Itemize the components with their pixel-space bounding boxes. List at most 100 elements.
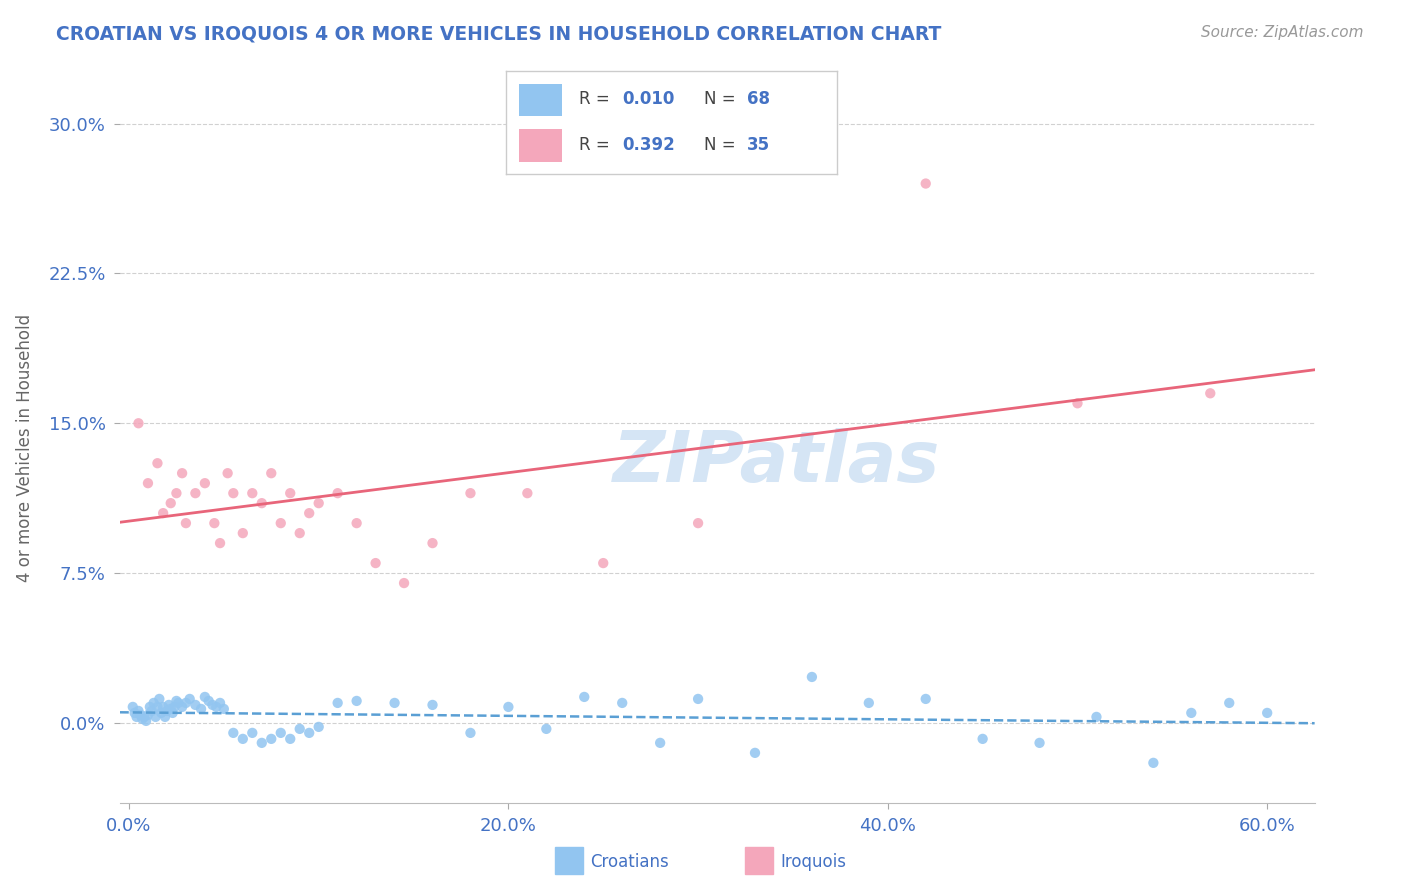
Point: [460, 726, 482, 740]
Text: 35: 35: [748, 136, 770, 154]
Point: [209, 536, 232, 550]
Point: [136, 476, 159, 491]
Point: [688, 692, 710, 706]
Point: [202, 516, 225, 530]
Point: [800, 670, 823, 684]
Point: [270, 726, 292, 740]
Point: [498, 700, 520, 714]
Point: [146, 700, 169, 714]
Point: [260, 731, 283, 746]
Point: [152, 506, 174, 520]
Text: 0.010: 0.010: [621, 90, 675, 108]
Point: [612, 696, 634, 710]
Point: [240, 486, 263, 500]
Text: ZIPatlas: ZIPatlas: [613, 428, 941, 497]
FancyBboxPatch shape: [519, 128, 562, 161]
Point: [1218, 696, 1240, 710]
Point: [250, 496, 273, 510]
Point: [288, 722, 311, 736]
Point: [308, 720, 330, 734]
Point: [157, 698, 180, 712]
Point: [858, 696, 880, 710]
Point: [1199, 386, 1222, 401]
Point: [201, 698, 224, 712]
Point: [124, 706, 146, 720]
Point: [574, 690, 596, 704]
Text: Iroquois: Iroquois: [780, 853, 846, 871]
Point: [1142, 756, 1164, 770]
Point: [1085, 710, 1108, 724]
Point: [153, 710, 176, 724]
Point: [278, 731, 301, 746]
Text: R =: R =: [579, 90, 614, 108]
Point: [460, 486, 482, 500]
Point: [298, 506, 321, 520]
Point: [163, 700, 186, 714]
Point: [1066, 396, 1088, 410]
Point: [744, 746, 766, 760]
Text: R =: R =: [579, 136, 614, 154]
Point: [184, 486, 207, 500]
Point: [250, 736, 273, 750]
Text: 0.392: 0.392: [621, 136, 675, 154]
Point: [205, 700, 228, 714]
Point: [135, 714, 157, 728]
Point: [165, 694, 187, 708]
Text: N =: N =: [704, 90, 741, 108]
Point: [174, 516, 197, 530]
Point: [278, 486, 301, 500]
Point: [972, 731, 994, 746]
Point: [179, 692, 201, 706]
Point: [217, 466, 239, 480]
Point: [172, 700, 194, 714]
Point: [364, 556, 387, 570]
Y-axis label: 4 or more Vehicles in Household: 4 or more Vehicles in Household: [17, 314, 34, 582]
Point: [125, 710, 148, 724]
Point: [298, 726, 321, 740]
Point: [222, 726, 245, 740]
Point: [914, 692, 936, 706]
Point: [288, 526, 311, 541]
Point: [190, 702, 212, 716]
Point: [174, 696, 197, 710]
Point: [148, 692, 170, 706]
Point: [516, 486, 538, 500]
Point: [127, 704, 149, 718]
Point: [592, 556, 614, 570]
Point: [184, 698, 207, 712]
Point: [422, 698, 444, 712]
Point: [134, 710, 156, 724]
Point: [139, 700, 162, 714]
Point: [167, 696, 190, 710]
Point: [159, 702, 181, 716]
Point: [270, 516, 292, 530]
Point: [145, 710, 167, 724]
Point: [146, 456, 169, 470]
FancyBboxPatch shape: [519, 84, 562, 117]
Point: [152, 700, 174, 714]
Point: [212, 702, 235, 716]
Text: CROATIAN VS IROQUOIS 4 OR MORE VEHICLES IN HOUSEHOLD CORRELATION CHART: CROATIAN VS IROQUOIS 4 OR MORE VEHICLES …: [56, 25, 942, 44]
Point: [346, 516, 368, 530]
Point: [346, 694, 368, 708]
Point: [326, 696, 349, 710]
Point: [150, 706, 173, 720]
Point: [688, 516, 710, 530]
Point: [142, 696, 165, 710]
Point: [326, 486, 349, 500]
Point: [129, 707, 152, 722]
Point: [131, 712, 153, 726]
Point: [240, 726, 263, 740]
Point: [384, 696, 406, 710]
Point: [159, 496, 181, 510]
Point: [156, 704, 179, 718]
Text: Source: ZipAtlas.com: Source: ZipAtlas.com: [1201, 25, 1364, 40]
Point: [127, 417, 149, 431]
Point: [194, 476, 217, 491]
Point: [392, 576, 415, 591]
Point: [1256, 706, 1278, 720]
Point: [536, 722, 558, 736]
Point: [222, 486, 245, 500]
Point: [162, 706, 184, 720]
Point: [914, 177, 936, 191]
